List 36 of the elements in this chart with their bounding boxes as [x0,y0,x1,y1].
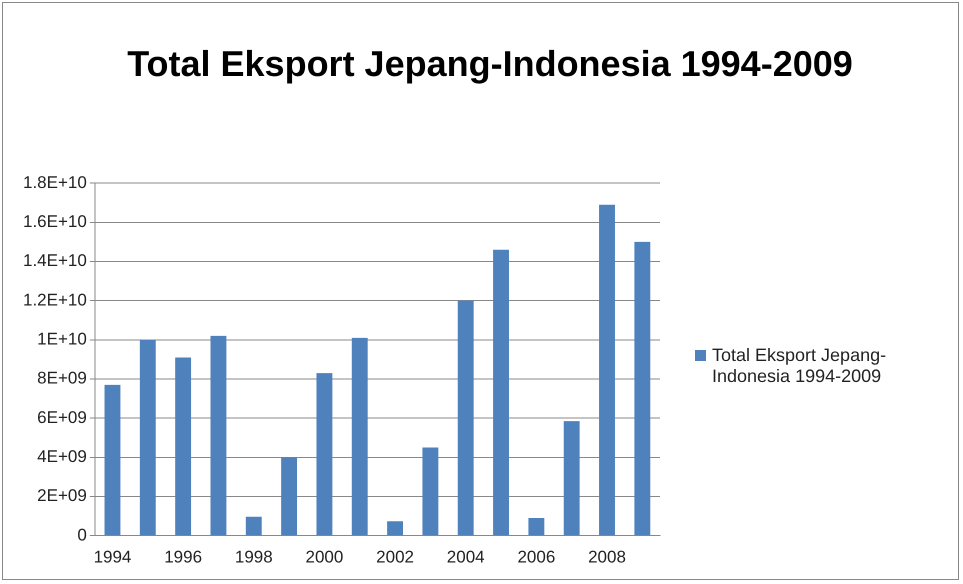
y-tick-label: 4E+09 [37,446,87,466]
y-tick-label: 1.6E+10 [22,212,87,232]
bar [316,373,332,536]
bar [140,340,156,536]
y-tick-label: 6E+09 [37,408,87,427]
bar [175,357,192,536]
bar [564,421,580,536]
bar [599,204,615,536]
x-tick-label: 1996 [164,547,202,566]
bar [104,384,120,536]
y-tick-label: 1E+10 [37,330,87,349]
bar [528,518,544,536]
bar [210,336,226,536]
bar [387,521,404,536]
legend-label: Total Eksport Jepang-Indonesia 1994-2009 [712,345,888,387]
bar [422,448,438,536]
x-tick-label: 2002 [376,547,414,566]
x-tick-label: 2006 [517,547,556,566]
x-tick-label: 2004 [446,547,485,566]
y-tick-label: 1.8E+10 [22,172,87,192]
chart-title: Total Eksport Jepang-Indonesia 1994-2009 [126,42,854,86]
x-tick-label: 2008 [588,547,626,566]
y-tick-label: 8E+09 [37,368,87,388]
bar [246,516,262,536]
y-tick-label: 1.4E+10 [22,251,87,270]
x-tick-label: 2000 [306,547,344,566]
y-tick-label: 1.2E+10 [22,290,87,310]
y-tick-label: 2E+09 [37,486,87,506]
bar [458,300,474,536]
bar [493,250,509,536]
x-tick-label: 1994 [94,547,132,566]
bar [281,457,298,536]
x-tick-label: 1998 [234,547,273,566]
y-tick-label: 0 [77,525,87,544]
bar [352,338,368,536]
bar [634,242,650,536]
